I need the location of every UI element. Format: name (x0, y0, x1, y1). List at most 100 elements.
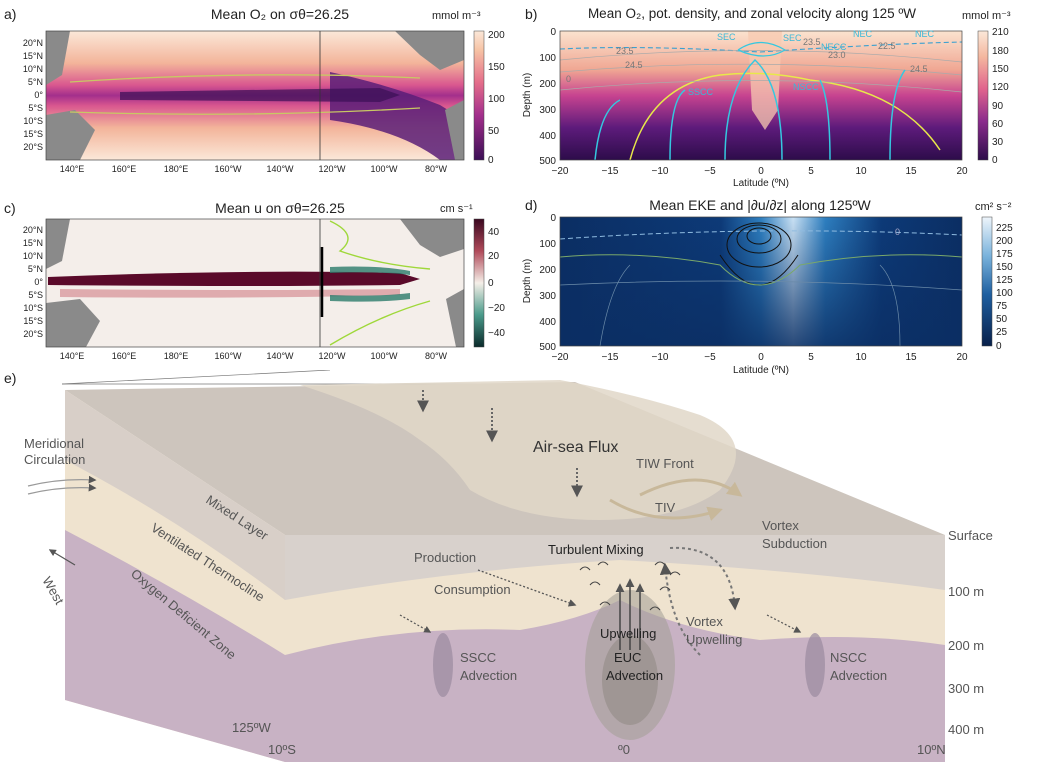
cb-tick: 50 (996, 314, 1008, 325)
density-contour (559, 50, 963, 63)
velocity-contour (724, 58, 783, 161)
panel-d-xlabel: Latitude (ºN) (733, 365, 789, 375)
velocity-contour (889, 69, 906, 161)
land-asia (46, 31, 70, 85)
lat-tick: 5 (808, 166, 814, 177)
lat-tick: 15°N (23, 51, 43, 61)
panel-b-depth-ticks: 0 100 200 300 400 500 (539, 27, 556, 167)
panel-d-colorbar-unit: cm² s⁻² (975, 201, 1012, 213)
depth-tick: 200 (539, 79, 556, 90)
depth-tick: 100 (539, 53, 556, 64)
meridional-arrow (27, 475, 97, 487)
label-sscc: SSCC (688, 87, 714, 97)
cb-tick: 0 (488, 278, 494, 289)
velocity-contour-euc (737, 41, 787, 57)
density-label: 24.5 (910, 64, 928, 74)
tiv-arrow (609, 498, 723, 521)
velocity-contour (594, 99, 621, 161)
land-americas-south (445, 100, 464, 160)
lon-tick: 80°W (425, 351, 448, 361)
lat-tick: 15°N (23, 238, 43, 248)
o2-equatorial-band (120, 88, 400, 102)
cb-tick: 150 (488, 62, 505, 73)
panel-e-label: e) (4, 370, 17, 386)
lon-tick: 80°W (425, 164, 448, 174)
shear-contour (726, 222, 792, 268)
lon-tick: 160°W (214, 351, 242, 361)
cb-tick: 0 (996, 341, 1002, 352)
lat-tick: −15 (602, 352, 619, 363)
lat-tick: 10 (855, 352, 867, 363)
panel-d-title: Mean EKE and |∂u/∂z| along 125ºW (649, 197, 871, 213)
lat-tick: 10°N (23, 64, 43, 74)
density-contour-south (69, 107, 421, 115)
cb-tick: 30 (992, 137, 1004, 148)
label-sscc: SSCC (460, 650, 496, 665)
cb-tick: 175 (996, 249, 1013, 260)
lon-tick: 180°E (164, 164, 189, 174)
velocity-contour (819, 79, 831, 161)
front-mixed-layer (285, 535, 945, 600)
depth-tick: 300 (539, 291, 556, 302)
label-100m: 100 m (948, 584, 984, 599)
contour-label: 0 (895, 227, 900, 237)
label-nscc: NSCC (830, 650, 867, 665)
cb-tick: 20 (488, 251, 500, 262)
depth-tick: 0 (550, 213, 556, 224)
panel-a-colorbar-unit: mmol m⁻³ (432, 10, 481, 22)
cb-tick: 120 (992, 82, 1009, 93)
label-west: West (39, 574, 67, 607)
vortex-upwelling-arrow (659, 562, 701, 656)
label-meridional: Meridional (24, 436, 84, 451)
lat-tick: 15°S (23, 316, 43, 326)
label-125w: 125ºW (232, 720, 271, 735)
panel-c-title: Mean u on σθ=26.25 (215, 200, 345, 216)
label-vortex: Vortex (762, 518, 799, 533)
swirl (649, 606, 661, 611)
lon-tick: 120°W (318, 164, 346, 174)
mixed-layer-line (559, 230, 963, 240)
label-nscc-advection: Advection (830, 668, 887, 683)
swirl (599, 601, 611, 606)
panel-a-lon-ticks: 140°E 160°E 180°E 160°W 140°W 120°W 100°… (60, 164, 448, 174)
lon-tick: 140°E (60, 351, 85, 361)
lon-tick: 100°W (370, 164, 398, 174)
label-production: Production (414, 550, 476, 565)
swirl (589, 581, 601, 586)
lon-tick: 140°W (266, 351, 294, 361)
density-contour (559, 254, 963, 286)
cb-tick: 125 (996, 275, 1013, 286)
density-contour-north (69, 74, 421, 83)
panel-a-map: 20°N 15°N 10°N 5°N 0° 5°S 10°S 15°S 20°S… (23, 30, 505, 174)
cb-tick: 0 (488, 155, 494, 166)
density-contour (559, 80, 963, 93)
tiw-pattern (300, 380, 736, 520)
lon-tick: 160°E (112, 164, 137, 174)
nscc-core (805, 633, 825, 697)
lat-tick: 10 (855, 166, 867, 177)
shear-contour (736, 224, 782, 254)
panel-b-colorbar-unit: mmol m⁻³ (962, 10, 1011, 22)
panel-b-ylabel: Depth (m) (522, 73, 533, 117)
cb-tick: 40 (488, 227, 500, 238)
lat-tick: 5°N (28, 77, 43, 87)
lon-tick: 160°W (214, 164, 242, 174)
cb-tick: −40 (488, 328, 505, 339)
cb-tick: 90 (992, 101, 1004, 112)
panel-b-cb-ticks: 210 180 150 120 90 60 30 0 (992, 27, 1009, 166)
panel-a-frame (45, 30, 465, 161)
lat-tick: 10°S (23, 116, 43, 126)
u-band-westward (330, 266, 410, 275)
density-contour (329, 300, 431, 346)
lat-tick: 5°S (28, 103, 43, 113)
cb-tick: 100 (488, 94, 505, 105)
panel-c-cb-ticks: 40 20 0 −20 −40 (488, 227, 505, 339)
panel-a-title: Mean O₂ on σθ=26.25 (210, 6, 350, 22)
panel-c-colorbar-unit: cm s⁻¹ (440, 203, 473, 215)
label-400m: 400 m (948, 722, 984, 737)
panel-d-label: d) (525, 197, 538, 213)
lat-tick: 0° (34, 90, 43, 100)
production-arrow (477, 569, 577, 607)
panel-a-cb-ticks: 200 150 100 50 0 (488, 30, 505, 166)
label-sec: SEC (783, 33, 802, 43)
